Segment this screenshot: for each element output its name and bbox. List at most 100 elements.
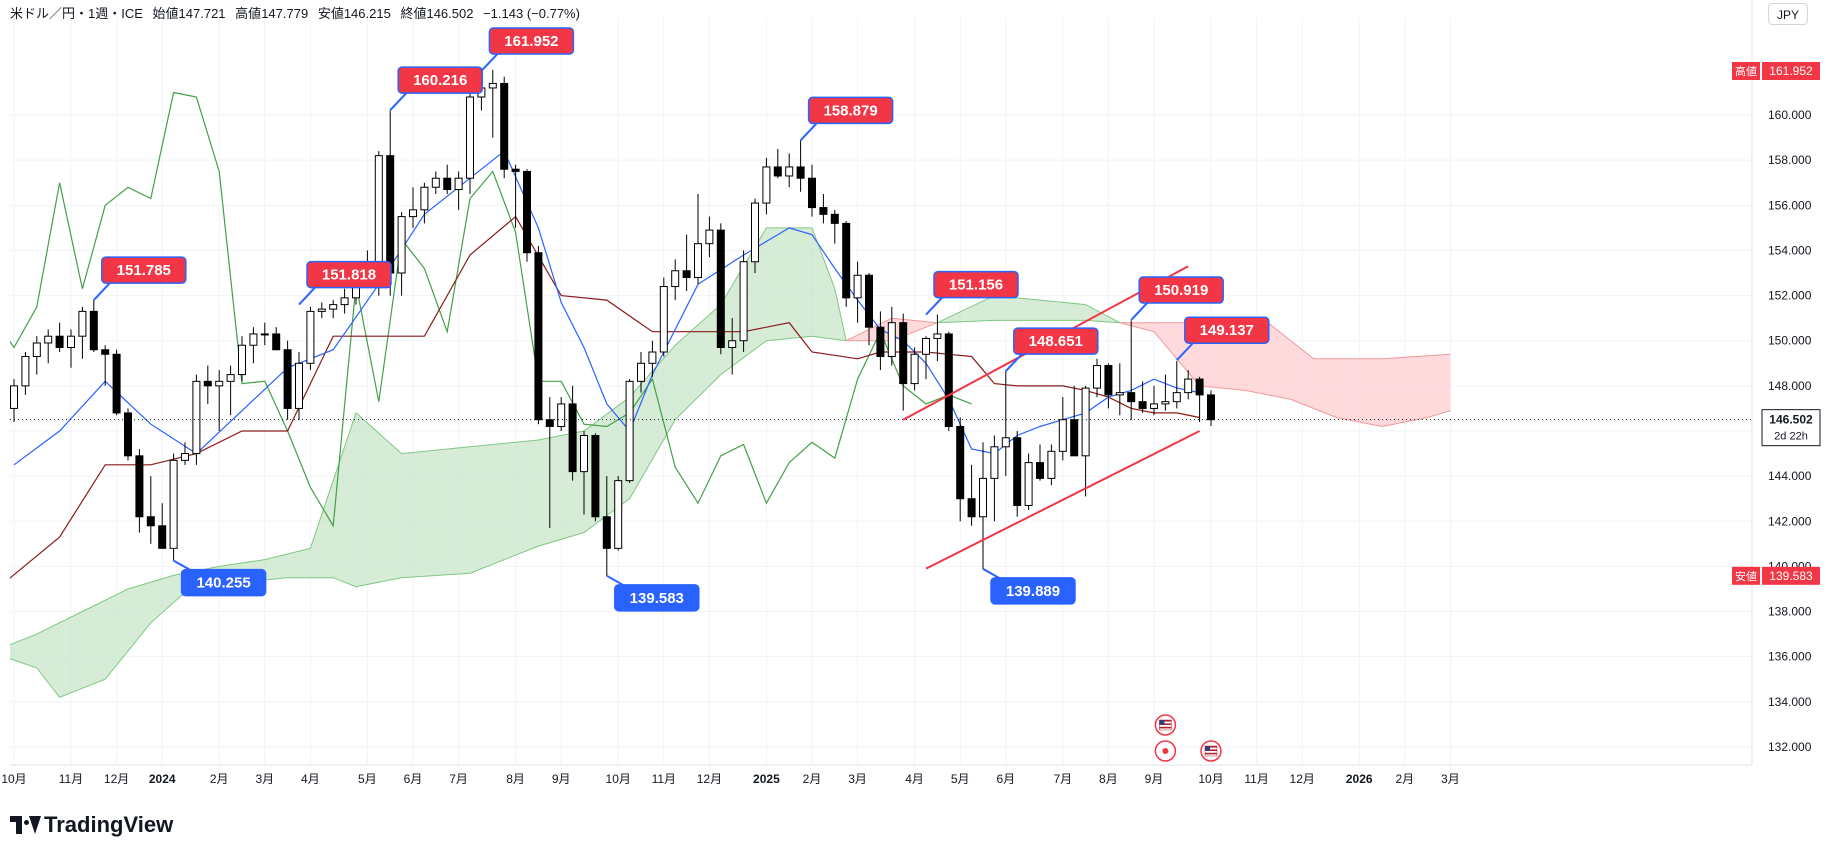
candle <box>899 313 908 411</box>
y-tick-label: 152.000 <box>1768 289 1812 303</box>
y-tick-label: 142.000 <box>1768 514 1812 528</box>
change-value: −1.143 (−0.77%) <box>483 6 580 21</box>
candle <box>466 92 474 195</box>
candle <box>146 476 155 544</box>
candle <box>1127 320 1136 420</box>
candle-body <box>785 166 794 177</box>
low-marker: 139.583 <box>606 574 700 612</box>
y-tick-label: 144.000 <box>1768 469 1812 483</box>
candle-body <box>1115 392 1124 396</box>
candle-body <box>1195 378 1204 396</box>
candle <box>500 76 509 179</box>
tradingview-logo-icon <box>10 816 41 834</box>
marker-leader <box>173 559 191 571</box>
candle <box>1195 376 1204 422</box>
marker-box <box>488 27 575 55</box>
candle <box>1024 453 1033 510</box>
last-price-value: 146.502 <box>1769 413 1813 427</box>
candle-body <box>922 337 930 355</box>
y-tick-label: 148.000 <box>1768 379 1812 393</box>
low-marker: 140.255 <box>173 559 267 597</box>
candle-body <box>979 477 987 518</box>
symbol-name[interactable]: 米ドル／円・1週・ICE <box>10 6 143 21</box>
candle <box>591 433 600 522</box>
currency-button[interactable]: JPY <box>1768 3 1808 25</box>
candle <box>409 187 417 228</box>
candle-body <box>728 340 737 348</box>
candle-body <box>124 412 132 457</box>
candle <box>682 234 691 292</box>
y-tick-label: 134.000 <box>1768 695 1812 709</box>
y-tick-label: 132.000 <box>1768 740 1812 754</box>
candle <box>865 273 873 346</box>
candle-body <box>956 425 965 500</box>
open-label: 始値 <box>152 6 179 21</box>
x-tick-label: 3月 <box>848 772 867 786</box>
tradingview-logo[interactable]: TradingView <box>10 812 173 838</box>
candle <box>853 261 862 323</box>
marker-box <box>1013 327 1099 355</box>
marker-box <box>1184 316 1270 344</box>
candle <box>785 153 794 188</box>
candle-body <box>215 380 224 387</box>
candle <box>523 169 531 262</box>
candle-body <box>591 435 600 518</box>
y-tick-label: 158.000 <box>1768 153 1812 167</box>
candle-body <box>1138 401 1147 409</box>
candle-body <box>10 385 18 409</box>
candle <box>454 171 463 210</box>
x-tick-label: 11月 <box>652 772 676 786</box>
candle-body <box>272 333 281 351</box>
candle <box>1172 361 1181 409</box>
candle <box>21 352 30 395</box>
candle-body <box>887 322 896 358</box>
high-marker: 148.651 <box>1005 327 1099 372</box>
candle <box>842 221 851 307</box>
candle <box>1115 363 1124 416</box>
high-marker: 149.137 <box>1176 316 1270 361</box>
marker-leader <box>1176 342 1194 361</box>
us-flag-icon <box>1200 740 1222 762</box>
candle <box>112 349 121 416</box>
candle-body <box>671 270 680 288</box>
candle-body <box>1070 419 1079 457</box>
candle <box>78 306 87 359</box>
candle-body <box>944 333 953 427</box>
last-price-tag: 146.502 2d 22h <box>1761 409 1821 447</box>
low-price-tag: 安値 139.583 <box>1732 566 1820 585</box>
x-tick-label: 2月 <box>803 772 822 786</box>
candle-body <box>181 453 189 461</box>
candle <box>1058 397 1067 461</box>
candle-body <box>78 310 87 337</box>
candle <box>602 476 611 576</box>
candle-body <box>249 333 258 346</box>
candle <box>671 259 680 301</box>
marker-label: 139.583 <box>630 590 684 607</box>
candle <box>876 311 885 371</box>
candle <box>887 306 896 366</box>
candle-body <box>386 155 395 274</box>
candle-body <box>614 480 623 549</box>
candle-body <box>1058 419 1067 452</box>
marker-label: 150.919 <box>1154 282 1208 299</box>
candle <box>10 379 18 422</box>
marker-leader <box>982 568 1000 579</box>
marker-box <box>933 270 1019 299</box>
candle <box>1184 370 1193 400</box>
candle-body <box>1127 392 1136 403</box>
high-label: 高値 <box>235 6 262 21</box>
price-tag-value: 139.583 <box>1769 569 1813 583</box>
candle-body <box>659 286 668 353</box>
candle <box>534 245 543 425</box>
low-value: 146.215 <box>343 6 391 21</box>
high-marker: 158.879 <box>799 96 894 142</box>
x-tick-label: 2024 <box>149 772 176 786</box>
candles <box>10 69 1215 576</box>
high-marker: 151.818 <box>298 260 392 306</box>
y-tick-label: 156.000 <box>1768 198 1812 212</box>
candle <box>694 194 702 285</box>
candle <box>317 302 326 319</box>
senkou-span-a <box>937 295 1121 324</box>
candle-body <box>226 374 235 382</box>
